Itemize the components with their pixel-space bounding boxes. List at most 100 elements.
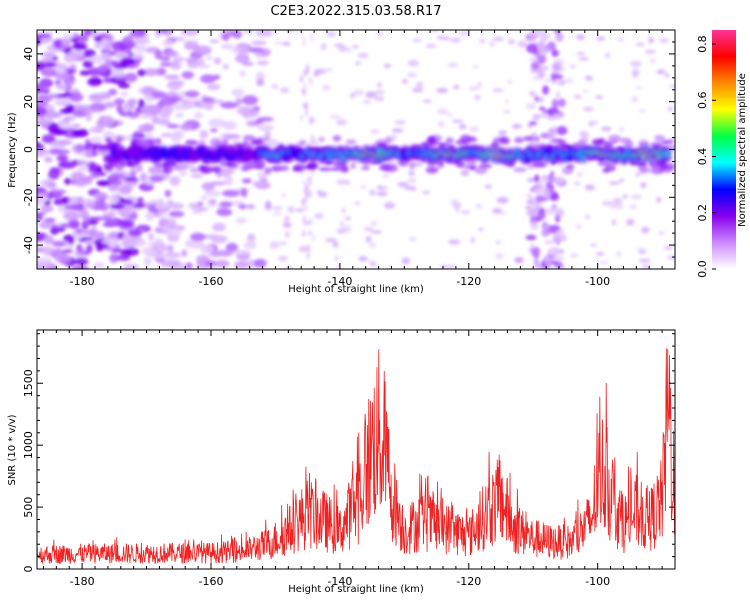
heatmap-cell (547, 131, 557, 137)
heatmap-cell (166, 199, 174, 205)
heatmap-cell (562, 166, 574, 175)
heatmap-cell (532, 113, 541, 121)
heatmap-cell (160, 56, 171, 62)
heatmap-cell (576, 52, 586, 56)
snr-y-tick-label: 500 (22, 497, 35, 518)
heatmap-cell (253, 258, 267, 268)
heatmap-cell (205, 55, 213, 61)
heatmap-cell (68, 219, 80, 229)
heatmap-cell (133, 130, 144, 135)
heatmap-cell (162, 39, 175, 47)
heatmap-cell (496, 196, 509, 204)
heatmap-cell (64, 204, 81, 211)
heatmap-cell (264, 200, 272, 211)
heatmap-cell (336, 119, 347, 126)
heatmap-cell (37, 33, 52, 39)
heatmap-cell (124, 177, 139, 182)
colorbar-tick-label: 0.4 (696, 148, 709, 166)
heatmap-cell (264, 167, 272, 175)
heatmap-cell (164, 166, 173, 174)
heatmap-cell (339, 167, 349, 173)
heatmap-cell (530, 221, 539, 231)
heatmap-cell (118, 185, 132, 195)
heatmap-cell (448, 239, 461, 245)
heatmap-cell (415, 81, 424, 88)
heatmap-cell (391, 128, 404, 133)
heatmap-cell (469, 126, 479, 132)
heatmap-cell (109, 180, 124, 186)
heatmap-cell (445, 137, 454, 144)
heatmap-cell (76, 143, 85, 153)
heatmap-cell (269, 241, 280, 250)
heatmap-cell (543, 224, 549, 231)
heatmap-cell (292, 166, 302, 172)
heatmap-cell (37, 148, 50, 157)
heatmap-cell (448, 264, 455, 269)
heatmap-cell (136, 197, 144, 204)
heatmap-cell (109, 253, 119, 263)
heatmap-cell (661, 162, 675, 170)
heatmap-cell (407, 59, 419, 67)
snr-x-tick-label: -140 (327, 575, 352, 588)
heatmap-cell (159, 96, 178, 106)
heatmap-cell (530, 68, 535, 73)
heatmap-cell (365, 235, 372, 243)
heatmap-cell (274, 41, 284, 45)
heatmap-cell (54, 198, 62, 206)
heatmap-cell (332, 135, 342, 142)
colorbar-tick-label: 0.2 (696, 204, 709, 222)
heatmap-cell (47, 123, 60, 133)
heatmap-cell (66, 79, 76, 86)
heatmap-cell (526, 177, 535, 183)
heatmap-cell (82, 106, 98, 114)
heatmap-cell (537, 54, 547, 64)
heatmap-cell (149, 91, 167, 99)
heatmap-cell (385, 136, 393, 144)
heatmap-cell (504, 99, 509, 104)
heatmap-cell (458, 30, 470, 37)
heatmap-cell (235, 217, 247, 224)
heatmap-cell (264, 131, 271, 139)
heatmap-cell (539, 106, 545, 111)
heatmap-cell (189, 168, 202, 173)
heatmap-cell (42, 246, 55, 256)
heatmap-cell (304, 204, 308, 212)
heatmap-cell (638, 109, 647, 113)
spectrogram-x-tick-label: -120 (456, 275, 481, 288)
heatmap-cell (63, 248, 73, 254)
heatmap-cell (304, 245, 307, 250)
heatmap-cell (40, 205, 54, 213)
heatmap-cell (546, 258, 552, 269)
heatmap-cell (436, 87, 449, 94)
heatmap-cell (335, 264, 342, 269)
heatmap-cell (160, 218, 177, 227)
heatmap-cell (610, 203, 615, 210)
heatmap-cell (474, 166, 488, 175)
heatmap-cell (565, 78, 574, 84)
heatmap-cell (179, 123, 193, 131)
heatmap-cell (608, 134, 621, 142)
heatmap-cell (280, 87, 290, 94)
heatmap-cell (37, 83, 42, 92)
heatmap-cell (257, 124, 274, 132)
heatmap-cell (541, 174, 548, 182)
heatmap-cell (235, 53, 250, 64)
heatmap-cell (256, 71, 265, 82)
heatmap-cell (164, 104, 174, 114)
snr-panel: -180 -160 -140 -120 -100 0 500 1000 1500 Height … (7, 329, 676, 595)
heatmap-cell (74, 151, 91, 156)
heatmap-cell (533, 258, 540, 268)
heatmap-cell (53, 112, 63, 118)
heatmap-cell (165, 161, 176, 166)
heatmap-cell (597, 161, 609, 166)
heatmap-cell (452, 119, 464, 123)
heatmap-cell (309, 115, 313, 125)
heatmap-cell (138, 114, 156, 119)
heatmap-cell (123, 263, 139, 269)
heatmap-cell (532, 188, 543, 194)
heatmap-cell (52, 248, 64, 257)
heatmap-cell (137, 69, 147, 77)
heatmap-cell (190, 232, 206, 242)
heatmap-cell (346, 180, 351, 186)
